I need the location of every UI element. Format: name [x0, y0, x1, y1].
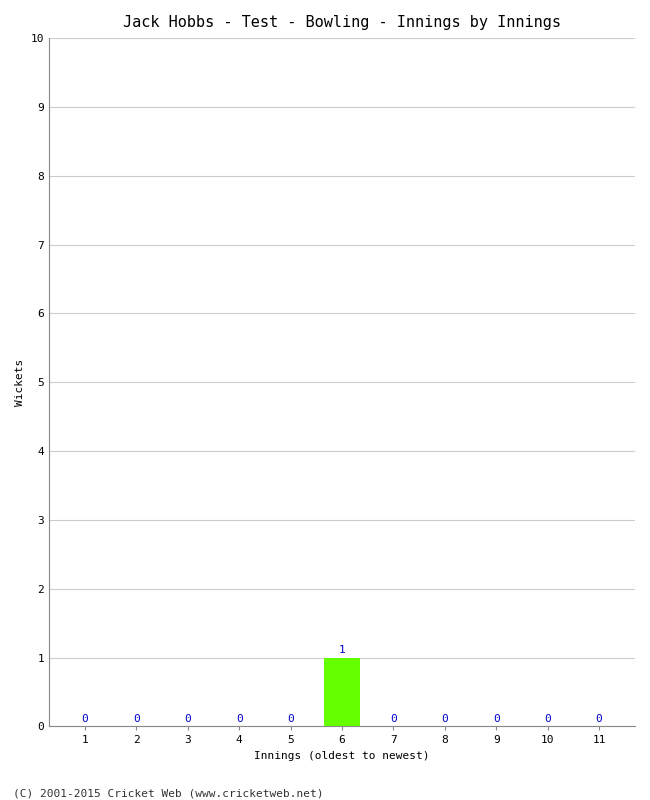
Text: 0: 0	[133, 714, 140, 724]
Text: 0: 0	[81, 714, 88, 724]
X-axis label: Innings (oldest to newest): Innings (oldest to newest)	[254, 751, 430, 761]
Text: 0: 0	[595, 714, 603, 724]
Text: 0: 0	[185, 714, 191, 724]
Text: 0: 0	[287, 714, 294, 724]
Text: (C) 2001-2015 Cricket Web (www.cricketweb.net): (C) 2001-2015 Cricket Web (www.cricketwe…	[13, 788, 324, 798]
Text: 0: 0	[390, 714, 396, 724]
Text: 0: 0	[544, 714, 551, 724]
Text: 0: 0	[236, 714, 242, 724]
Bar	[324, 658, 360, 726]
Y-axis label: Wickets: Wickets	[15, 358, 25, 406]
Text: 0: 0	[441, 714, 448, 724]
Title: Jack Hobbs - Test - Bowling - Innings by Innings: Jack Hobbs - Test - Bowling - Innings by…	[123, 15, 561, 30]
Text: 0: 0	[493, 714, 500, 724]
Text: 1: 1	[339, 645, 345, 655]
